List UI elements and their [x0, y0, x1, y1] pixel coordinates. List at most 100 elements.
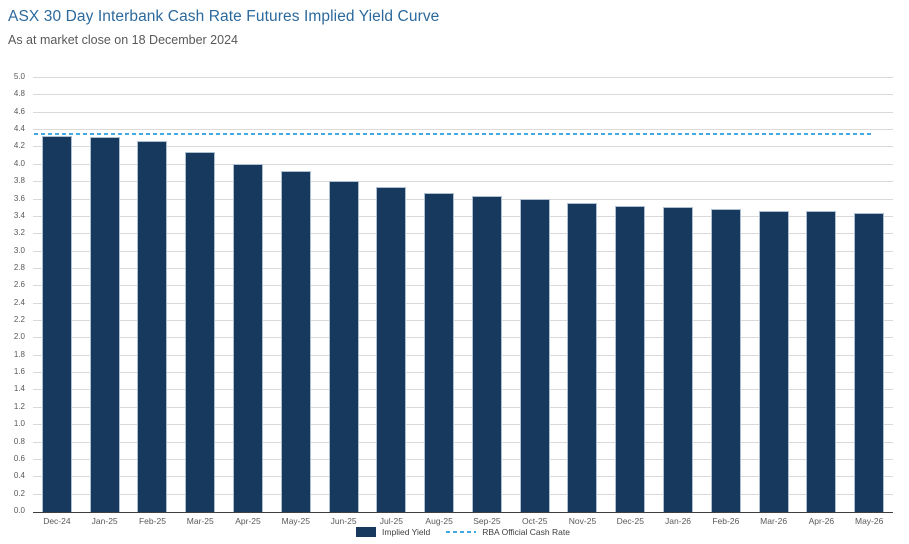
gridline: [33, 215, 893, 217]
legend-label-rba-cash-rate: RBA Official Cash Rate: [482, 527, 570, 537]
bar-may-25: [280, 170, 311, 512]
bar-slot: [224, 78, 272, 512]
gridline: [33, 406, 893, 408]
x-tick-label: Apr-25: [235, 516, 261, 526]
bar-slot: [654, 78, 702, 512]
bar-sep-25: [471, 196, 502, 512]
bar-aug-25: [424, 193, 455, 512]
y-tick-label: 3.6: [13, 193, 25, 203]
chart-subtitle: As at market close on 18 December 2024: [8, 33, 238, 47]
x-tick-label: Jan-26: [665, 516, 692, 526]
x-tick-label: Apr-26: [808, 516, 835, 526]
gridline: [33, 493, 893, 495]
gridline: [33, 111, 893, 113]
bar-slot: [176, 78, 224, 512]
y-tick-label: 3.8: [13, 176, 25, 186]
gridline: [33, 267, 893, 269]
x-tick-label: Jan-25: [91, 516, 118, 526]
implied-yield-swatch-icon: [356, 527, 377, 537]
y-tick-label: 2.2: [13, 315, 25, 325]
y-tick-label: 3.0: [13, 245, 25, 255]
bar-dec-24: [41, 136, 72, 512]
bar-slot: [559, 78, 607, 512]
bar-mar-26: [758, 210, 789, 512]
x-axis-labels: Dec-24 Jan-25 Feb-25 Mar-25 Apr-25 May-25 Jun-…: [33, 516, 893, 526]
bar-slot: [367, 78, 415, 512]
y-tick-label: 4.0: [13, 158, 25, 168]
gridline: [33, 424, 893, 426]
legend: Implied Yield RBA Official Cash Rate: [33, 527, 893, 537]
gridline: [33, 389, 893, 391]
x-tick-label: Aug-25: [425, 516, 453, 526]
chart-title: ASX 30 Day Interbank Cash Rate Futures I…: [8, 8, 440, 25]
y-axis-labels: 0.0 0.2 0.4 0.6 0.8 1.0 1.2 1.4 1.6 1.8 2.0 2.2 2.4 2…: [0, 73, 29, 515]
x-tick-label: Mar-25: [186, 516, 214, 526]
gridline: [33, 198, 893, 200]
bar-slot: [702, 78, 750, 512]
y-tick-label: 0.2: [13, 488, 25, 498]
x-tick-label: May-26: [855, 516, 884, 526]
bar-jun-25: [328, 181, 359, 512]
bar-slot: [511, 78, 559, 512]
bar-jan-25: [89, 137, 120, 512]
y-tick-label: 4.2: [13, 141, 25, 151]
bar-slot: [463, 78, 511, 512]
bar-slot: [845, 78, 893, 512]
y-tick-label: 1.2: [13, 401, 25, 411]
gridline: [33, 250, 893, 252]
gridline: [33, 129, 893, 131]
y-tick-label: 2.6: [13, 280, 25, 290]
plot-area: [33, 77, 893, 513]
bar-feb-25: [137, 141, 168, 512]
y-tick-label: 2.0: [13, 332, 25, 342]
bar-mar-25: [185, 151, 216, 512]
x-tick-label: Nov-25: [568, 516, 597, 526]
y-tick-label: 1.6: [13, 367, 25, 377]
bar-slot: [606, 78, 654, 512]
gridline: [33, 181, 893, 183]
y-tick-label: 1.4: [13, 384, 25, 394]
bar-slot: [320, 78, 368, 512]
gridline: [33, 476, 893, 478]
y-tick-label: 1.8: [13, 349, 25, 359]
gridline: [33, 320, 893, 322]
bar-jul-25: [376, 186, 407, 512]
bar-slot: [798, 78, 846, 512]
y-tick-label: 3.2: [13, 228, 25, 238]
y-tick-label: 2.8: [13, 262, 25, 272]
gridline: [33, 285, 893, 287]
gridline: [33, 233, 893, 235]
y-tick-label: 3.4: [13, 210, 25, 220]
x-tick-label: Jun-25: [330, 516, 357, 526]
bar-feb-26: [710, 209, 741, 512]
gridline: [33, 163, 893, 165]
x-tick-label: Sep-25: [473, 516, 501, 526]
y-tick-label: 4.4: [13, 124, 25, 134]
gridline: [33, 77, 893, 78]
bar-jan-26: [663, 207, 694, 512]
bar-dec-25: [615, 205, 646, 512]
y-tick-label: 4.6: [13, 106, 25, 116]
gridline: [33, 94, 893, 96]
y-tick-label: 2.4: [13, 297, 25, 307]
x-tick-label: Oct-25: [521, 516, 548, 526]
gridline: [33, 302, 893, 304]
bar-slot: [272, 78, 320, 512]
x-tick-label: Feb-25: [138, 516, 166, 526]
bar-apr-25: [233, 163, 264, 512]
x-tick-label: May-25: [281, 516, 310, 526]
gridline: [33, 441, 893, 443]
rba-cash-rate-dash-icon: [446, 531, 477, 533]
gridline: [33, 458, 893, 460]
gridline: [33, 354, 893, 356]
bar-may-26: [854, 212, 885, 512]
bar-slot: [33, 78, 81, 512]
gridline: [33, 146, 893, 148]
x-tick-label: Mar-26: [760, 516, 788, 526]
y-tick-label: 0.6: [13, 453, 25, 463]
x-tick-label: Jul-25: [379, 516, 403, 526]
bar-oct-25: [519, 198, 550, 512]
x-tick-label: Dec-24: [43, 516, 71, 526]
bar-nov-25: [567, 203, 598, 512]
